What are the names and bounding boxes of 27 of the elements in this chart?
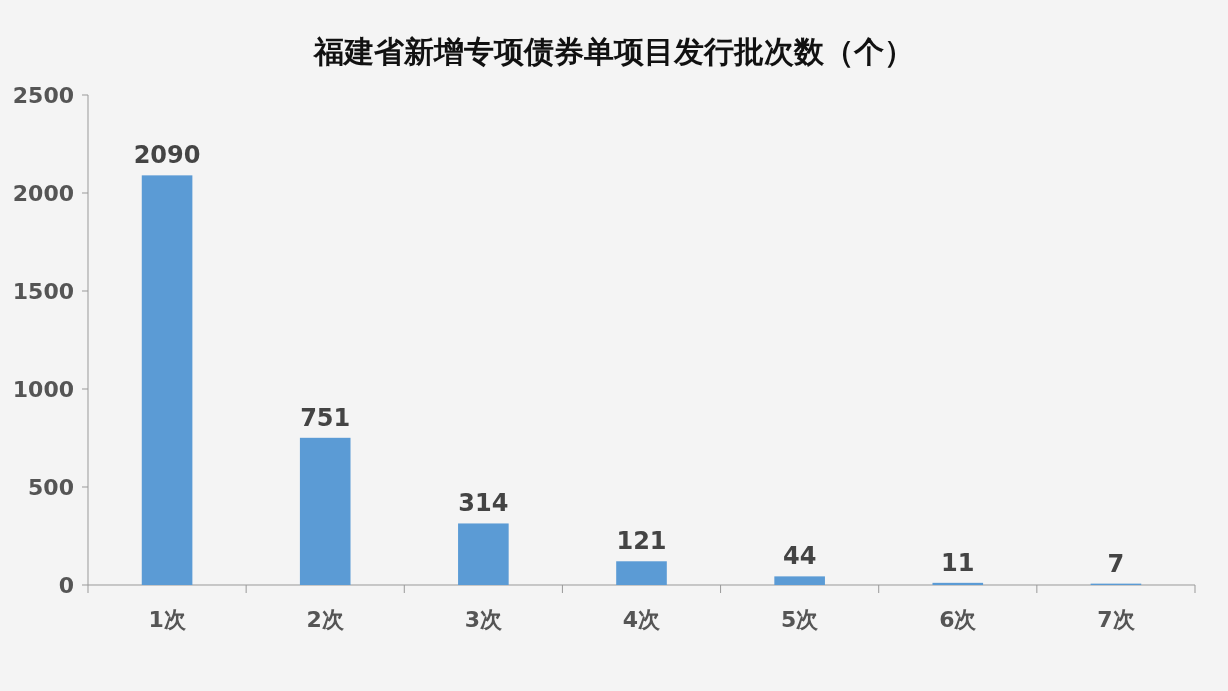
y-tick-label: 500 bbox=[28, 475, 74, 500]
x-tick-label: 4次 bbox=[622, 607, 662, 632]
x-tick-label: 3次 bbox=[464, 607, 504, 632]
x-tick-label: 2次 bbox=[306, 607, 345, 632]
data-label: 44 bbox=[782, 542, 817, 571]
data-label: 314 bbox=[458, 489, 509, 518]
x-tick-label: 6次 bbox=[939, 607, 978, 632]
data-label: 7 bbox=[1107, 549, 1125, 578]
bar bbox=[458, 523, 509, 585]
y-tick-label: 2500 bbox=[12, 83, 74, 108]
y-tick-label: 1500 bbox=[12, 279, 74, 304]
bar bbox=[141, 175, 193, 585]
x-tick-label: 1次 bbox=[148, 607, 187, 632]
data-label: 11 bbox=[941, 548, 975, 577]
x-tick-label: 5次 bbox=[780, 607, 820, 632]
y-tick-label: 1000 bbox=[12, 377, 74, 402]
chart-title: 福建省新增专项债券单项目发行批次数（个） bbox=[312, 34, 914, 69]
y-tick-label: 2000 bbox=[12, 181, 74, 206]
y-tick-label: 0 bbox=[58, 573, 74, 598]
x-tick-label: 7次 bbox=[1097, 607, 1136, 632]
bar bbox=[299, 437, 351, 585]
bar bbox=[932, 582, 984, 585]
data-label: 751 bbox=[300, 403, 351, 432]
bar bbox=[774, 576, 825, 585]
data-label: 121 bbox=[616, 527, 667, 556]
data-label: 2090 bbox=[133, 141, 201, 170]
bar bbox=[616, 561, 667, 585]
